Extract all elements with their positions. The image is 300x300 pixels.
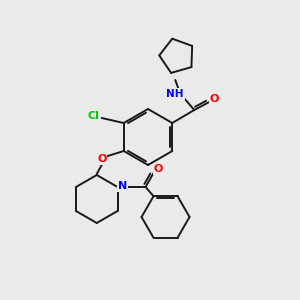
Text: O: O bbox=[154, 164, 163, 174]
Text: O: O bbox=[97, 154, 106, 164]
Text: NH: NH bbox=[167, 89, 184, 99]
Text: O: O bbox=[210, 94, 219, 104]
Text: Cl: Cl bbox=[88, 111, 100, 121]
Text: N: N bbox=[118, 181, 127, 191]
